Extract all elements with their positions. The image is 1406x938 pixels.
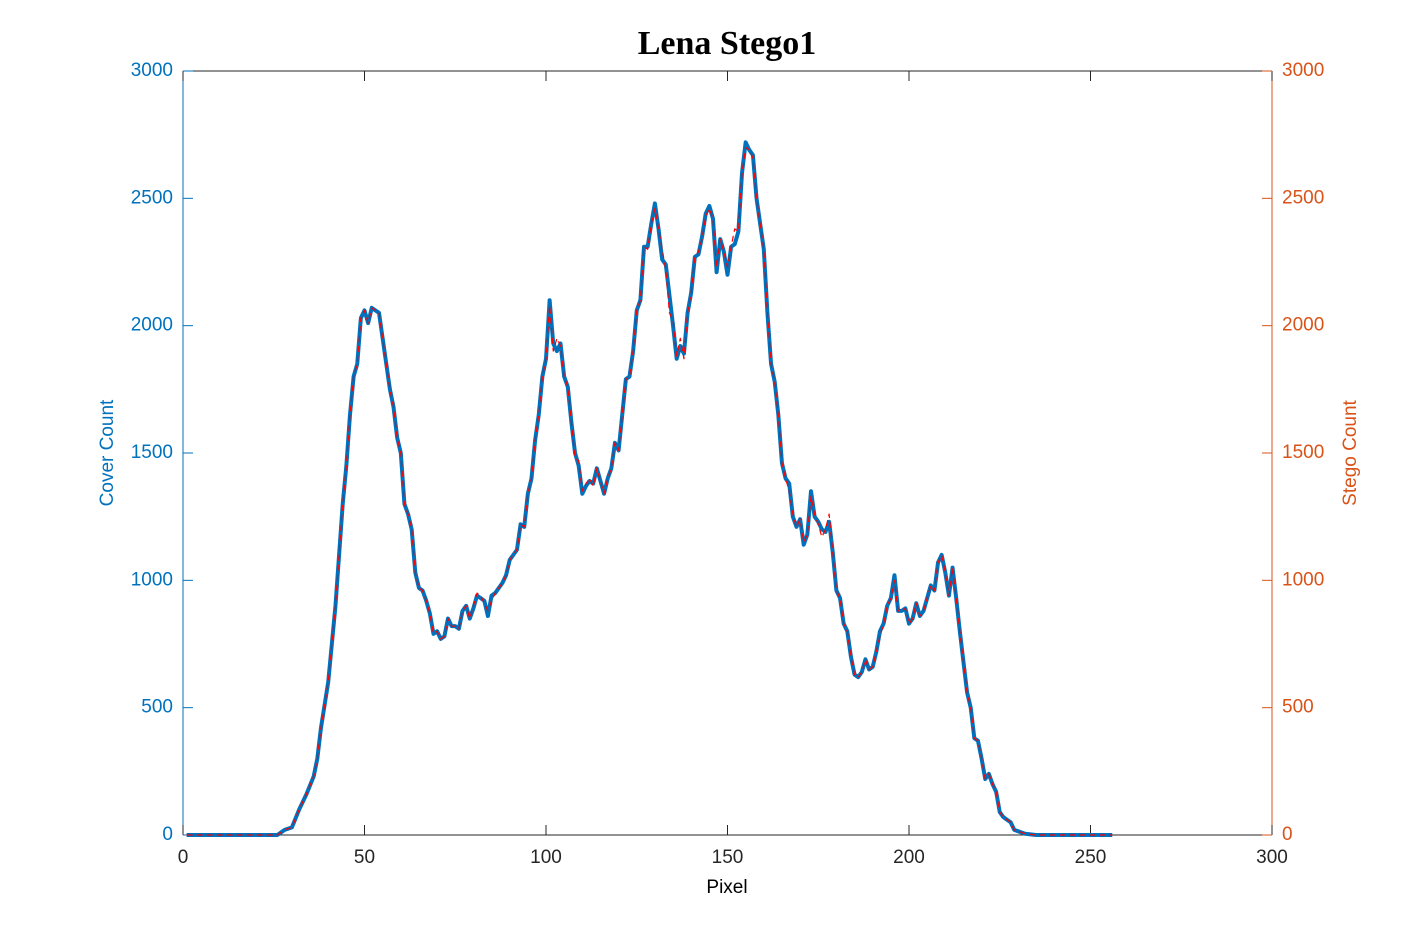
x-tick-label: 200 bbox=[893, 847, 925, 868]
y-tick-label: 3000 bbox=[131, 60, 173, 81]
y2-axis-label: Stego Count bbox=[1340, 399, 1361, 505]
y-tick-label: 500 bbox=[141, 697, 173, 718]
y-tick-label: 2500 bbox=[131, 187, 173, 208]
y-tick-label: 1500 bbox=[131, 442, 173, 463]
x-tick-label: 150 bbox=[712, 847, 744, 868]
x-tick-label: 0 bbox=[178, 847, 189, 868]
y-tick-label: 0 bbox=[162, 824, 173, 845]
x-tick-label: 250 bbox=[1075, 847, 1107, 868]
y2-tick-label: 0 bbox=[1282, 824, 1293, 845]
y2-tick-label: 3000 bbox=[1282, 60, 1324, 81]
y2-tick-label: 2500 bbox=[1282, 187, 1324, 208]
x-tick-label: 300 bbox=[1256, 847, 1288, 868]
y-tick-label: 2000 bbox=[131, 315, 173, 336]
y2-tick-label: 2000 bbox=[1282, 315, 1324, 336]
y2-tick-label: 500 bbox=[1282, 697, 1314, 718]
y2-tick-label: 1000 bbox=[1282, 569, 1324, 590]
x-tick-label: 100 bbox=[530, 847, 562, 868]
y-tick-label: 1000 bbox=[131, 569, 173, 590]
y2-tick-label: 1500 bbox=[1282, 442, 1324, 463]
x-axis-label: Pixel bbox=[706, 877, 747, 898]
y-axis-label: Cover Count bbox=[97, 399, 118, 506]
x-tick-label: 50 bbox=[354, 847, 375, 868]
chart-title: Lena Stego1 bbox=[638, 25, 817, 62]
data-line bbox=[186, 146, 1113, 836]
